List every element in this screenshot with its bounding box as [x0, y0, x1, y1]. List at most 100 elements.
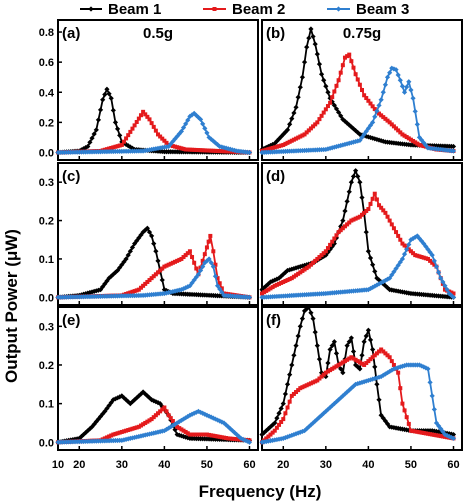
data-point [312, 329, 318, 335]
data-point [387, 355, 392, 360]
data-point [155, 258, 161, 264]
data-point [401, 363, 408, 369]
data-point [423, 243, 429, 250]
data-point [151, 124, 156, 129]
data-point [263, 428, 269, 434]
data-point [178, 433, 185, 439]
panel-frame [57, 306, 259, 451]
data-point [301, 428, 308, 434]
data-point [330, 95, 335, 100]
data-point [202, 252, 207, 257]
data-point [100, 97, 106, 103]
data-point [331, 401, 337, 407]
data-point [161, 290, 167, 297]
data-point [353, 362, 359, 368]
series-beam-1 [259, 168, 457, 300]
data-point [412, 108, 418, 114]
data-point [389, 272, 395, 278]
data-point [327, 346, 333, 353]
x-tick-label: 20 [73, 459, 85, 471]
data-point [104, 86, 110, 92]
data-point [178, 287, 185, 293]
data-point [372, 114, 378, 120]
data-point [408, 87, 414, 93]
data-point [380, 89, 386, 95]
data-point [372, 364, 378, 370]
data-point [340, 217, 346, 224]
data-point [321, 77, 327, 83]
data-point [400, 401, 405, 406]
data-point [334, 83, 339, 88]
data-point [340, 63, 345, 68]
data-point [315, 120, 320, 125]
data-point [406, 421, 411, 426]
data-point [376, 397, 382, 403]
data-point [360, 88, 364, 92]
data-point [76, 435, 82, 442]
data-point [395, 262, 401, 268]
data-point [335, 397, 342, 403]
data-point [200, 410, 206, 416]
data-point [346, 387, 352, 393]
data-point [153, 248, 159, 254]
data-point [221, 420, 227, 426]
data-point [393, 365, 399, 371]
data-point [325, 406, 331, 413]
panel-label: (b) [266, 25, 285, 42]
data-point [276, 410, 282, 416]
x-axis-title: Frequency (Hz) [199, 482, 322, 501]
data-point [295, 333, 301, 339]
data-point [289, 116, 295, 122]
data-point [372, 136, 378, 142]
data-point [263, 283, 269, 289]
data-point [357, 131, 363, 138]
data-point [112, 119, 119, 125]
x-tick-label: 50 [201, 459, 213, 471]
data-point [195, 271, 202, 277]
data-point [123, 397, 129, 403]
y-tick-label: 0.2 [39, 117, 54, 129]
data-point [136, 393, 142, 399]
data-point [370, 196, 375, 201]
data-point [367, 377, 374, 383]
data-point [276, 136, 282, 142]
data-point [185, 413, 191, 420]
data-point [408, 237, 414, 243]
legend-label: Beam 3 [356, 1, 409, 18]
panel: (f) [259, 304, 463, 451]
data-point [382, 277, 389, 284]
data-point [397, 259, 403, 265]
data-point [435, 269, 442, 275]
data-point [368, 201, 373, 206]
data-point [197, 267, 204, 274]
data-point [421, 240, 427, 247]
data-point [246, 439, 253, 445]
series-line [261, 306, 454, 436]
panel-frame [57, 19, 259, 161]
data-point [174, 420, 180, 426]
data-point [350, 348, 357, 355]
data-point [261, 430, 267, 436]
data-point [138, 391, 144, 397]
data-point [208, 233, 213, 238]
data-point [333, 350, 340, 356]
data-point [374, 197, 379, 202]
data-point [285, 405, 290, 410]
data-point [331, 240, 337, 247]
x-tick-label: 40 [158, 459, 170, 471]
panel: (b) 0.75g [259, 19, 463, 161]
data-point [366, 207, 371, 212]
data-point [406, 79, 412, 85]
y-axis-title: Output Power (μW) [2, 229, 21, 383]
data-point [297, 264, 303, 270]
panel-label: (a) [62, 25, 80, 42]
data-point [89, 424, 95, 430]
data-point [367, 255, 374, 261]
data-point [193, 274, 199, 280]
y-tick-label: 0.8 [39, 27, 54, 39]
y-tick-label: 0.1 [39, 254, 54, 266]
series-beam-3 [259, 362, 457, 445]
data-point [151, 398, 157, 404]
data-point [149, 121, 154, 126]
data-point [376, 102, 382, 109]
